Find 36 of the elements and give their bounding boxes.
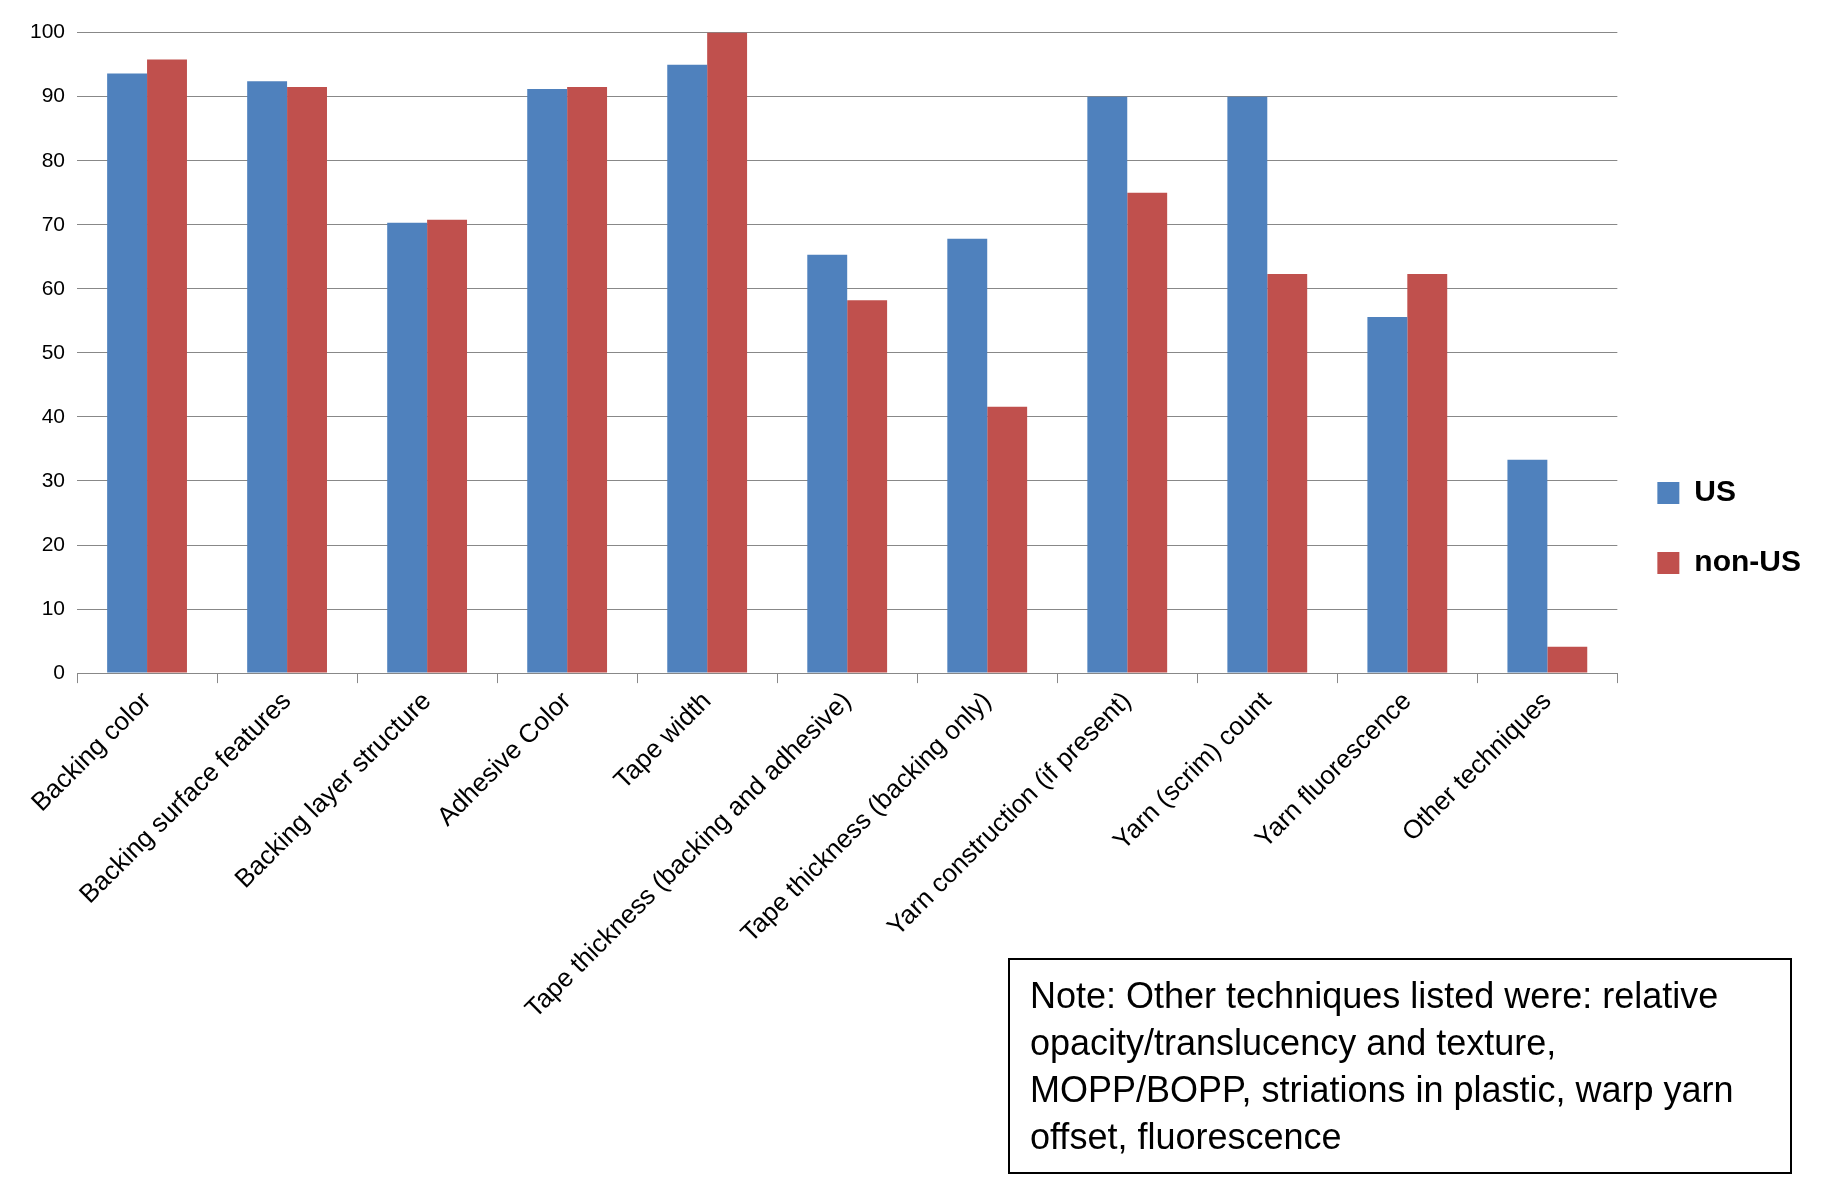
bar (527, 88, 568, 673)
bar (1267, 274, 1308, 673)
bar (1127, 192, 1168, 673)
bar (947, 238, 988, 673)
bar (1507, 459, 1548, 673)
y-tick-label: 60 (41, 275, 66, 299)
bar (667, 64, 708, 673)
bar (387, 222, 428, 673)
y-tick-label: 40 (41, 403, 66, 427)
y-tick-label: 70 (41, 211, 66, 235)
bar (807, 254, 848, 673)
bar (427, 219, 468, 673)
y-tick-label: 20 (41, 531, 66, 555)
bar (987, 406, 1028, 673)
bar (847, 300, 888, 673)
bar (1087, 96, 1128, 673)
bar (1367, 316, 1408, 673)
y-tick-label: 100 (29, 19, 66, 43)
bar (707, 32, 748, 673)
bar (107, 73, 148, 673)
y-tick-label: 50 (41, 339, 66, 363)
y-tick-label: 0 (53, 659, 66, 683)
y-tick-label: 90 (41, 83, 66, 107)
bar (287, 87, 327, 673)
bar (147, 59, 187, 673)
bar (247, 81, 288, 673)
bar (1407, 274, 1448, 673)
bar (567, 87, 608, 673)
y-tick-label: 10 (41, 595, 66, 619)
y-tick-label: 80 (41, 147, 66, 171)
bar (1547, 646, 1588, 673)
bar (1227, 96, 1268, 673)
legend-label: US (1694, 474, 1737, 508)
text: Note: Other techniques listed were: relative opacity/translucency and texture, MOPP/BOPP, striations in plastic, warp yarn offset, fluorescence (1008, 958, 1792, 1174)
legend-label: non-US (1694, 544, 1801, 578)
y-tick-label: 30 (41, 467, 66, 491)
